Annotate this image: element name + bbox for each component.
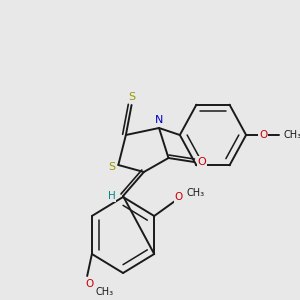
- Text: S: S: [108, 162, 115, 172]
- Text: O: O: [259, 130, 267, 140]
- Text: O: O: [197, 157, 206, 167]
- Text: O: O: [85, 279, 93, 289]
- Text: CH₃: CH₃: [187, 188, 205, 198]
- Text: N: N: [155, 115, 163, 125]
- Text: CH₃: CH₃: [95, 287, 113, 297]
- Text: S: S: [128, 92, 135, 102]
- Text: CH₃: CH₃: [284, 130, 300, 140]
- Text: O: O: [175, 192, 183, 202]
- Text: H: H: [108, 191, 116, 201]
